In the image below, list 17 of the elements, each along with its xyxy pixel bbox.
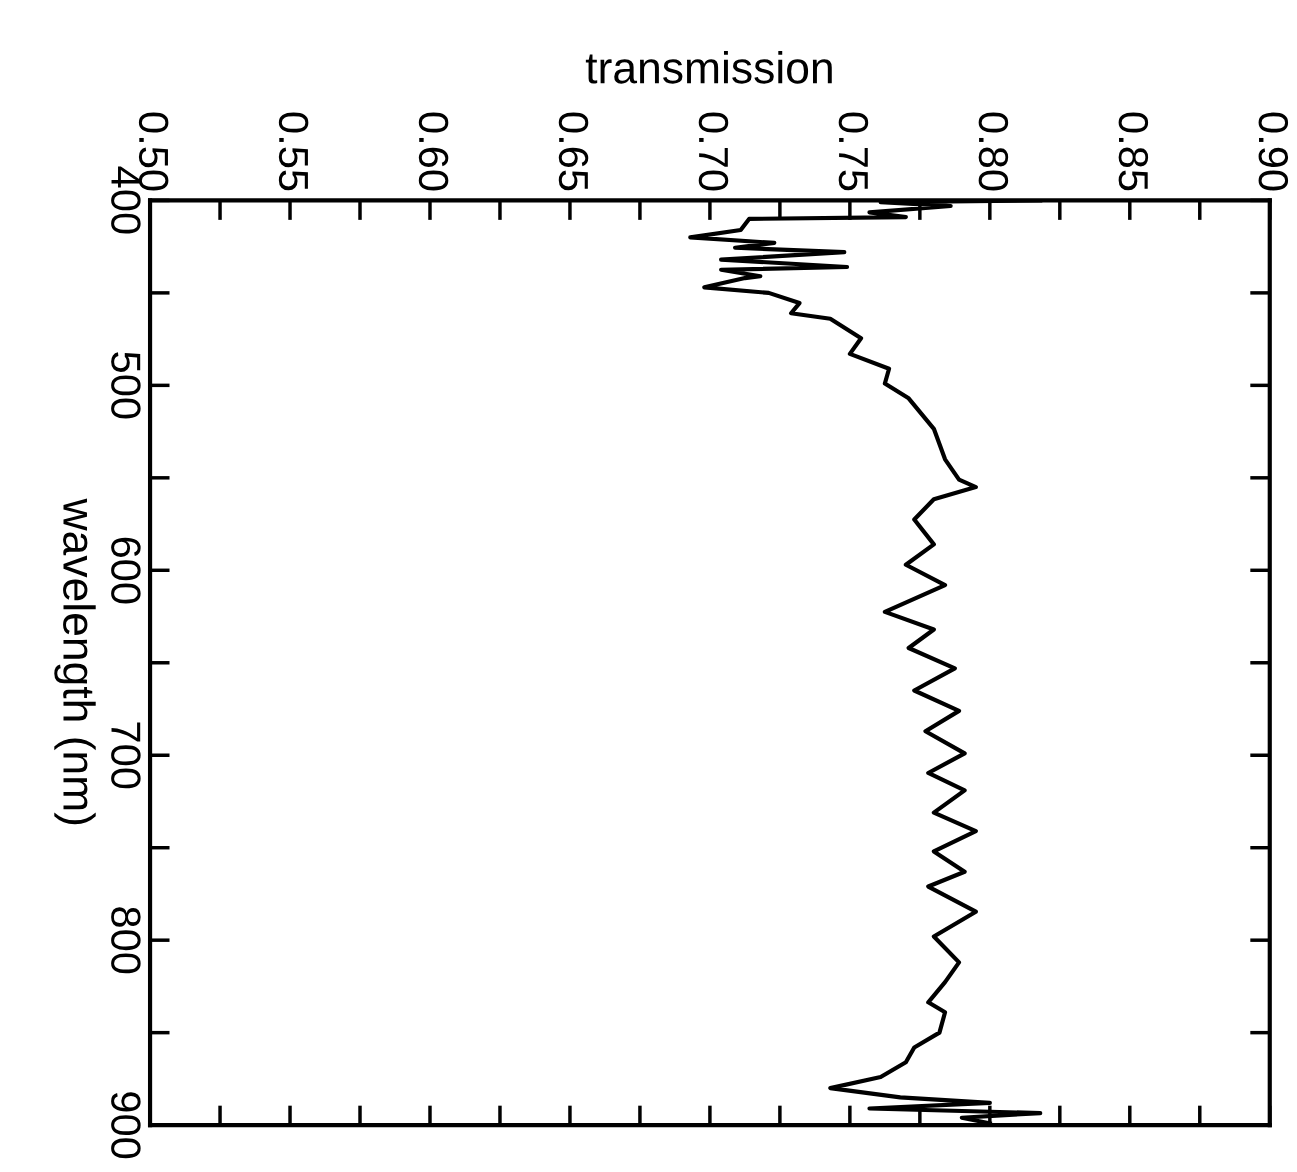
x-tick-label: 0.80 [978, 112, 1009, 191]
y-tick-label: 500 [111, 352, 141, 419]
y-tick-label: 900 [111, 1092, 141, 1159]
y-tick-label: 700 [111, 722, 141, 789]
y-axis-title: wavelength (nm) [54, 498, 96, 825]
x-tick-label: 0.50 [138, 112, 169, 191]
x-tick-label: 0.65 [558, 112, 589, 191]
x-tick-label: 0.90 [1258, 112, 1289, 191]
y-tick-label: 400 [111, 166, 141, 234]
x-tick-label: 0.55 [278, 112, 309, 191]
x-tick-label: 0.60 [418, 112, 449, 191]
x-axis-title: transmission [585, 51, 832, 84]
y-tick-label: 800 [111, 907, 141, 974]
x-tick-label: 0.70 [698, 112, 729, 191]
x-tick-label: 0.75 [838, 112, 869, 191]
y-tick-label: 600 [111, 537, 141, 604]
x-tick-label: 0.85 [1118, 112, 1149, 191]
